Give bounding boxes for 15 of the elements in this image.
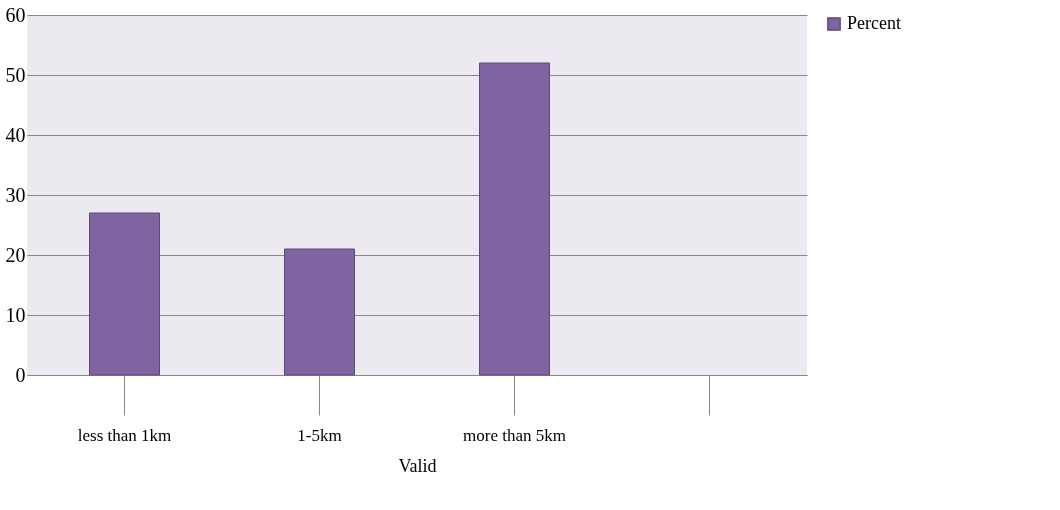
y-tick-label: 60 (5, 3, 26, 26)
x-tick-label: more than 5km (463, 425, 566, 445)
y-tick-label: 50 (5, 63, 26, 86)
bar (89, 212, 160, 376)
bar (479, 62, 550, 376)
bar (284, 248, 355, 376)
y-tick-label: 40 (5, 123, 26, 146)
y-tick-label: 20 (5, 243, 26, 266)
legend-label: Percent (847, 13, 901, 33)
x-tick-label: 1-5km (297, 425, 342, 445)
x-axis-title: Valid (398, 455, 437, 476)
y-tick-label: 30 (5, 183, 26, 206)
y-tick-label: 0 (15, 363, 26, 386)
y-tick-label: 10 (5, 303, 26, 326)
x-tick-label: less than 1km (77, 425, 172, 445)
